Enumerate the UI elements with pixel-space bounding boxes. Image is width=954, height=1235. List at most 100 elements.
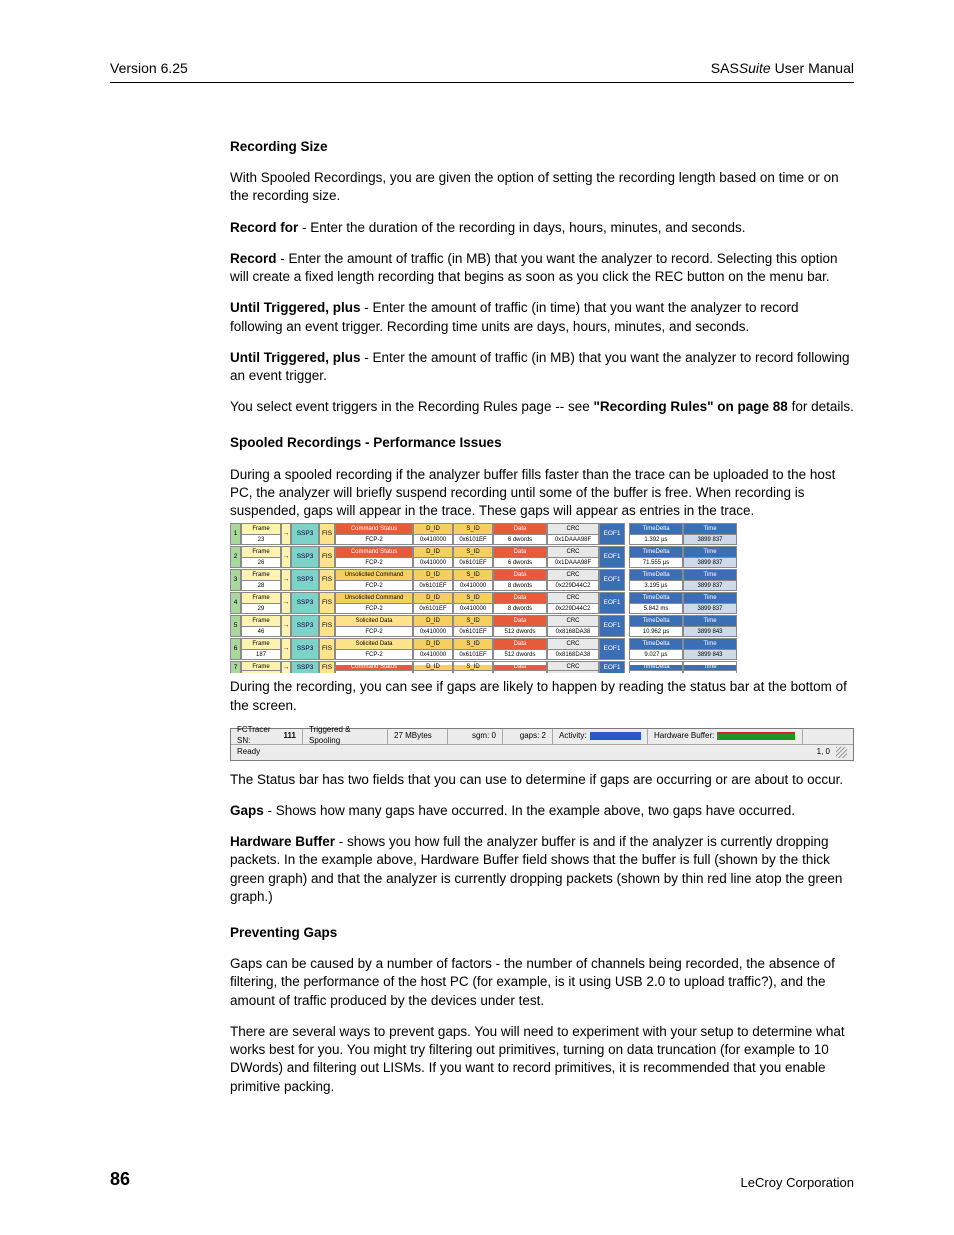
trace-cell: EOF1 xyxy=(599,569,625,591)
trace-row: 7Frame473→SSP3FISCommand StatusFCP-2D_ID… xyxy=(230,661,854,673)
trace-cell: Solicited DataFCP-2 xyxy=(335,638,413,660)
trace-cell: Data8 dwords xyxy=(493,592,547,614)
trace-cell: CRC0x8168DA38 xyxy=(547,615,599,637)
trace-cell: 6 xyxy=(230,638,241,660)
manual-title: SASSuite User Manual xyxy=(711,60,854,76)
status-bar-figure: FCTracer SN:111 Triggered & Spooling 27 … xyxy=(230,728,854,761)
status-sgm: sgm: 0 xyxy=(448,729,503,744)
trace-cell: Frame473 xyxy=(241,661,281,673)
paragraph: Gaps - Shows how many gaps have occurred… xyxy=(230,802,854,820)
trace-cell: TimeDelta9.027 µs xyxy=(629,638,683,660)
trace-cell: TimeDelta5.842 ms xyxy=(629,592,683,614)
trace-cell: CRC0x8168DA38 xyxy=(547,638,599,660)
trace-cell: Data512 dwords xyxy=(493,638,547,660)
paragraph: Record - Enter the amount of traffic (in… xyxy=(230,250,854,286)
trace-cell: Time3899 843 xyxy=(683,638,737,660)
trace-cell: Time3899 843 xyxy=(683,615,737,637)
paragraph: During the recording, you can see if gap… xyxy=(230,678,854,714)
footer-corp: LeCroy Corporation xyxy=(741,1175,854,1190)
trace-cell: FIS xyxy=(319,546,335,568)
trace-cell: EOF1 xyxy=(599,592,625,614)
trace-cell: EOF1 xyxy=(599,615,625,637)
trace-cell: Unsolicited CommandFCP-2 xyxy=(335,592,413,614)
resize-grip-icon xyxy=(836,747,847,758)
trace-cell: → xyxy=(281,615,291,637)
trace-row: 2Frame26→SSP3FISCommand StatusFCP-2D_ID0… xyxy=(230,546,854,568)
trace-cell: Frame187 xyxy=(241,638,281,660)
trace-cell: Command StatusFCP-2 xyxy=(335,523,413,545)
heading-recording-size: Recording Size xyxy=(230,138,854,156)
trace-cell: SSP3 xyxy=(291,592,319,614)
status-hwbuf: Hardware Buffer: xyxy=(648,729,803,744)
trace-cell: Frame46 xyxy=(241,615,281,637)
trace-cell: TimeDelta1.417 µs xyxy=(629,661,683,673)
trace-cell: Data512 dwords xyxy=(493,615,547,637)
trace-cell: S_ID0x6101EF xyxy=(453,638,493,660)
trace-cell: SSP3 xyxy=(291,615,319,637)
status-coord: 1, 0 xyxy=(817,747,830,758)
status-activity: Activity: xyxy=(553,729,648,744)
page-header: Version 6.25 SASSuite User Manual xyxy=(110,60,854,83)
trace-cell: D_ID0x410000 xyxy=(413,638,453,660)
paragraph: Gaps can be caused by a number of factor… xyxy=(230,955,854,1010)
trace-cell: 7 xyxy=(230,661,241,673)
trace-cell: EOF1 xyxy=(599,661,625,673)
trace-cell: S_ID0x410000 xyxy=(453,592,493,614)
status-state: Triggered & Spooling xyxy=(303,729,388,744)
trace-cell: SSP3 xyxy=(291,546,319,568)
trace-cell: Data xyxy=(493,661,547,673)
trace-cell: Data8 dwords xyxy=(493,569,547,591)
trace-cell: EOF1 xyxy=(599,523,625,545)
trace-cell: FIS xyxy=(319,592,335,614)
trace-cell: Time3899 837 xyxy=(683,592,737,614)
trace-cell: 5 xyxy=(230,615,241,637)
trace-cell: Time3899 837 xyxy=(683,523,737,545)
body-text: Recording Size With Spooled Recordings, … xyxy=(230,138,854,1169)
status-ready: Ready xyxy=(237,747,260,758)
trace-cell: Data6 dwords xyxy=(493,546,547,568)
trace-cell: FIS xyxy=(319,638,335,660)
trace-cell: EOF1 xyxy=(599,638,625,660)
trace-cell: → xyxy=(281,523,291,545)
trace-cell: Command StatusFCP-2 xyxy=(335,661,413,673)
trace-cell: D_ID0x6101EF xyxy=(413,569,453,591)
trace-cell: TimeDelta1.392 µs xyxy=(629,523,683,545)
paragraph: Until Triggered, plus - Enter the amount… xyxy=(230,299,854,335)
paragraph: Record for - Enter the duration of the r… xyxy=(230,219,854,237)
trace-cell: TimeDelta71.555 µs xyxy=(629,546,683,568)
trace-cell: Time3899 837 xyxy=(683,569,737,591)
trace-cell: SSP3 xyxy=(291,638,319,660)
paragraph: Until Triggered, plus - Enter the amount… xyxy=(230,349,854,385)
page-number: 86 xyxy=(110,1169,130,1190)
trace-cell: CRC0x229D44C2 xyxy=(547,592,599,614)
status-sn: FCTracer SN:111 xyxy=(231,729,303,744)
trace-cell: FIS xyxy=(319,523,335,545)
trace-cell: Command StatusFCP-2 xyxy=(335,546,413,568)
trace-row: 6Frame187→SSP3FISSolicited DataFCP-2D_ID… xyxy=(230,638,854,660)
trace-cell: TimeDelta3.195 µs xyxy=(629,569,683,591)
trace-cell: CRC0x229D44C2 xyxy=(547,569,599,591)
status-gaps: gaps: 2 xyxy=(503,729,553,744)
trace-cell: FIS xyxy=(319,569,335,591)
trace-cell: → xyxy=(281,546,291,568)
status-mbytes: 27 MBytes xyxy=(388,729,448,744)
trace-cell: Frame29 xyxy=(241,592,281,614)
trace-cell: S_ID0x6101EF xyxy=(453,523,493,545)
trace-cell: D_ID0x6101EF xyxy=(413,592,453,614)
trace-cell: D_ID0x410000 xyxy=(413,661,453,673)
trace-cell: Frame23 xyxy=(241,523,281,545)
trace-cell: Data6 dwords xyxy=(493,523,547,545)
trace-cell: CRC0x1DAAA98F xyxy=(547,546,599,568)
trace-cell: D_ID0x410000 xyxy=(413,546,453,568)
hwbuf-bar-graph xyxy=(717,732,795,740)
trace-cell: 2 xyxy=(230,546,241,568)
heading-preventing-gaps: Preventing Gaps xyxy=(230,924,854,942)
trace-cell: FIS xyxy=(319,615,335,637)
trace-cell: → xyxy=(281,569,291,591)
trace-cell: SSP3 xyxy=(291,523,319,545)
trace-cell: FIS xyxy=(319,661,335,673)
trace-cell: → xyxy=(281,661,291,673)
status-bar-top: FCTracer SN:111 Triggered & Spooling 27 … xyxy=(231,729,853,745)
activity-bar-graph xyxy=(590,732,641,740)
page-footer: 86 LeCroy Corporation xyxy=(110,1169,854,1190)
